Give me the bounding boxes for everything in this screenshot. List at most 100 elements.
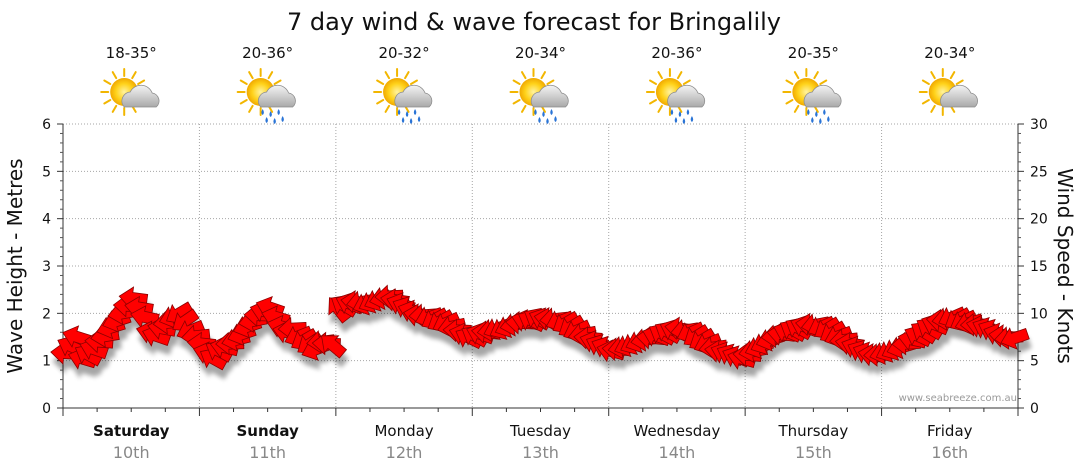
sun-ray [376,99,385,105]
rain-drop [538,117,541,123]
day-label: Saturday [93,422,170,440]
day-label: Tuesday [509,422,571,440]
rain-drops [261,109,284,124]
sun-ray [239,99,248,105]
rain-drop [405,111,409,117]
axes: 0 1 2 3 4 5 6 0 5 10 15 20 25 30 [42,117,1048,417]
rain-drop [823,109,826,115]
temperature-label: 20-34° [924,44,975,62]
watermark: www.seabreeze.com.au [899,393,1017,404]
date-label: 12th [386,443,423,462]
rain-drop [542,111,545,117]
sun-ray [103,79,112,85]
sun-ray [546,79,555,85]
sun-ray [657,71,663,80]
temperature-label: 20-35° [788,44,839,62]
right-tick-label: 15 [1030,259,1048,275]
sun-ray [384,104,391,113]
sun-ray [248,71,254,80]
rain-drop [682,118,686,124]
right-tick-label: 0 [1030,401,1039,417]
wind-arrow [321,335,348,359]
sun-ray [930,104,936,113]
sun-cloud-icon [100,68,160,116]
date-label: 11th [249,443,286,462]
rain-drop [269,111,272,117]
weather-icon-row [100,68,978,124]
sun-cloud-icon [918,68,978,116]
sun-cloud-rain-icon [236,68,296,124]
left-tick-label: 6 [42,117,51,133]
sun-ray [521,104,527,113]
left-tick-label: 5 [42,164,51,180]
sun-ray [267,71,274,80]
cloud-shape [803,84,842,108]
rain-drop [261,109,264,115]
cloud-shape [530,84,569,108]
sun-ray [649,99,658,105]
wind-arrow [130,305,160,329]
rain-drop [815,111,818,117]
day-labels: Saturday 10th Sunday 11th Monday 12th Tuesday 1… [93,422,973,462]
right-axis-title: Wind Speed - Knots [1053,168,1077,364]
left-axis-title: Wave Height - Metres [3,158,27,373]
rain-drop [413,109,417,115]
temperature-label: 20-34° [515,44,566,62]
date-label: 10th [113,443,150,462]
chart-title: 7 day wind & wave forecast for Bringalil… [287,8,781,36]
sun-cloud-rain-icon [782,68,842,124]
cloud-shape [940,84,978,108]
right-tick-label: 25 [1030,164,1048,180]
sun-ray [785,99,794,105]
temperature-label: 20-36° [242,44,293,62]
sun-ray [955,79,964,85]
sun-ray [239,79,248,85]
sun-ray [819,79,828,85]
sun-cloud-rain-icon [373,68,433,124]
date-label: 14th [659,443,696,462]
day-label: Monday [374,422,433,440]
rain-drop [265,117,268,123]
rain-drop [546,118,549,124]
rain-drop [397,109,401,115]
left-tick-label: 1 [42,354,51,370]
sun-ray [921,99,930,105]
rain-drop [811,117,814,123]
sun-ray [404,71,410,80]
sun-ray [540,71,546,80]
left-tick-label: 2 [42,306,51,322]
rain-drop [827,116,830,122]
wind-arrow [1000,327,1030,350]
rain-drop [819,118,822,124]
sun-ray [682,79,691,85]
cloud-shape [257,84,296,108]
rain-drops [670,109,694,124]
rain-drop [550,109,553,115]
sun-ray [248,104,254,113]
cloud-shape [121,84,160,108]
sun-ray [137,79,146,85]
rain-drop [674,117,678,123]
rain-drops [397,109,421,124]
rain-drop [678,111,682,117]
temperature-label: 20-32° [379,44,430,62]
sun-ray [512,99,521,105]
rain-drops [807,109,830,124]
wind-arrow [62,325,92,348]
right-tick-label: 30 [1030,117,1048,133]
sun-ray [930,71,936,80]
date-label: 16th [931,443,968,462]
left-tick-label: 3 [42,259,51,275]
rain-drop [273,118,276,124]
sun-ray [676,71,683,80]
sun-ray [273,79,282,85]
day-label: Friday [927,422,973,440]
temperature-label: 18-35° [106,44,157,62]
rain-drop [277,109,280,115]
rain-drop [554,116,557,122]
temperature-row: 18-35° 20-36° 20-32° 20-34° 20-36° 20-35° 20-3… [106,44,976,62]
rain-drop [281,116,284,122]
rain-drop [807,109,810,115]
sun-ray [111,104,118,113]
